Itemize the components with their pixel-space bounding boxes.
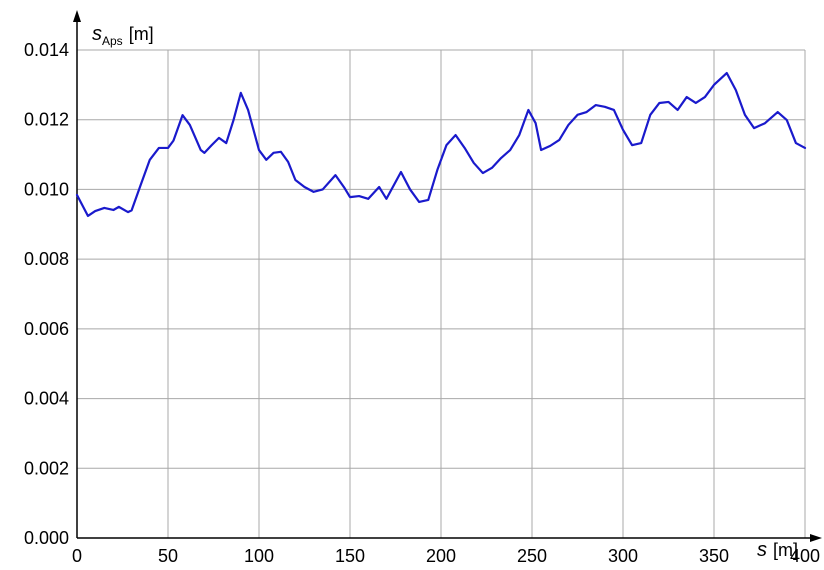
- y-tick-label: 0.010: [24, 179, 69, 199]
- y-tick-label: 0.014: [24, 40, 69, 60]
- y-tick-label: 0.002: [24, 458, 69, 478]
- y-tick-label: 0.006: [24, 319, 69, 339]
- x-tick-label: 100: [244, 546, 274, 566]
- y-tick-label: 0.008: [24, 249, 69, 269]
- y-axis-arrow: [73, 10, 81, 22]
- x-tick-label: 200: [426, 546, 456, 566]
- y-label-unit: [m]: [129, 24, 154, 44]
- y-tick-label: 0.004: [24, 389, 69, 409]
- x-tick-label: 50: [158, 546, 178, 566]
- y-label-subscript: Aps: [102, 34, 123, 48]
- x-tick-label: 250: [517, 546, 547, 566]
- x-tick-label: 150: [335, 546, 365, 566]
- x-tick-label: 300: [608, 546, 638, 566]
- x-axis-arrow: [810, 534, 822, 542]
- y-label-symbol: s: [92, 23, 102, 45]
- x-tick-label: 0: [72, 546, 82, 566]
- x-axis-label: s [m]: [757, 539, 798, 561]
- grid: [76, 49, 806, 539]
- y-tick-label: 0.000: [24, 528, 69, 548]
- x-tick-label: 350: [699, 546, 729, 566]
- y-tick-label: 0.012: [24, 110, 69, 130]
- x-label-unit: [m]: [773, 540, 798, 560]
- y-axis-label: sAps [m]: [92, 23, 154, 48]
- x-label-symbol: s: [757, 539, 767, 561]
- x-tick-label: 400: [790, 546, 820, 566]
- data-line: [75, 71, 807, 218]
